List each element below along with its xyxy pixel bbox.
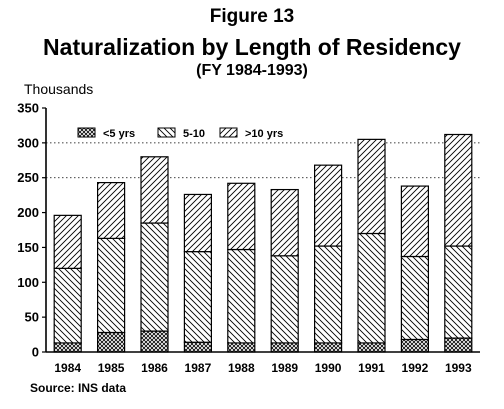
legend-label: <5 yrs [103,128,135,140]
y-tick-label: 50 [25,310,39,325]
bar-segment-1985-3 [96,181,126,239]
bar-segment-1993-2 [444,245,473,339]
bar-segment-1986-2 [140,222,169,332]
bar-segment-1986-1 [140,330,169,353]
legend-label: 5-10 [183,128,205,140]
bar-segment-1991-3 [357,138,386,235]
bar-segment-1990-3 [314,164,343,247]
bar-segment-1989-2 [270,255,299,344]
y-tick-label: 200 [17,205,39,220]
bar-segment-1987-2 [183,251,212,343]
legend-swatch [77,127,96,138]
bar-segment-1988-2 [227,248,256,344]
bar-segment-1990-2 [314,245,343,344]
bar-segment-1984-3 [53,214,82,269]
x-tick-label: 1987 [185,361,212,375]
legend: <5 yrs 5-10 >10 yrs [77,127,283,140]
y-tick-label: 300 [17,135,39,150]
gridlines [46,142,480,179]
bar-segment-1987-1 [183,341,212,353]
x-tick-label: 1986 [141,361,168,375]
y-tick-label: 100 [17,275,39,290]
bar-segment-1986-3 [140,156,169,224]
bar-segment-1987-3 [183,193,212,253]
figure-label: Figure 13 [209,6,295,27]
y-tick-label: 350 [17,101,39,116]
y-tick-label: 0 [32,345,39,360]
bars [53,133,473,353]
legend-swatch [219,127,238,138]
x-tick-label: 1993 [445,361,472,375]
chart-subtitle: (FY 1984-1993) [196,62,308,79]
bar-segment-1992-3 [400,185,429,258]
x-tick-label: 1990 [315,361,342,375]
x-ticks: 1984 1985 1986 1987 1988 1989 1990 1991 1992 1993 [54,361,472,375]
bar-segment-1985-1 [96,331,126,353]
x-tick-label: 1989 [271,361,298,375]
x-tick-label: 1991 [358,361,385,375]
bar-segment-1993-3 [444,133,473,247]
y-tick-label: 250 [17,170,39,185]
bar-segment-1985-2 [96,237,126,334]
legend-swatch [157,127,176,138]
source-note: Source: INS data [30,381,127,395]
bar-segment-1991-2 [357,232,386,344]
bar-segment-1992-1 [400,338,429,353]
y-ticks: 0 50 100 150 200 250 300 350 [17,101,46,360]
x-tick-label: 1988 [228,361,255,375]
bar-segment-1989-3 [270,188,299,257]
axes [45,108,480,353]
bar-segment-1990-1 [314,342,343,353]
bar-segment-1989-1 [270,342,299,353]
y-tick-label: 150 [17,240,39,255]
legend-label: >10 yrs [245,128,283,140]
bar-segment-1992-2 [400,255,429,341]
bar-segment-1988-1 [227,342,256,353]
bar-segment-1991-1 [357,342,386,353]
x-tick-label: 1984 [54,361,81,375]
y-axis-label: Thousands [24,81,94,97]
bar-segment-1988-3 [227,182,256,251]
chart-title: Naturalization by Length of Residency [43,34,461,60]
bar-segment-1984-1 [53,342,82,353]
x-tick-label: 1985 [98,361,125,375]
x-tick-label: 1992 [402,361,429,375]
bar-segment-1993-1 [444,337,473,353]
bar-segment-1984-2 [53,267,82,344]
